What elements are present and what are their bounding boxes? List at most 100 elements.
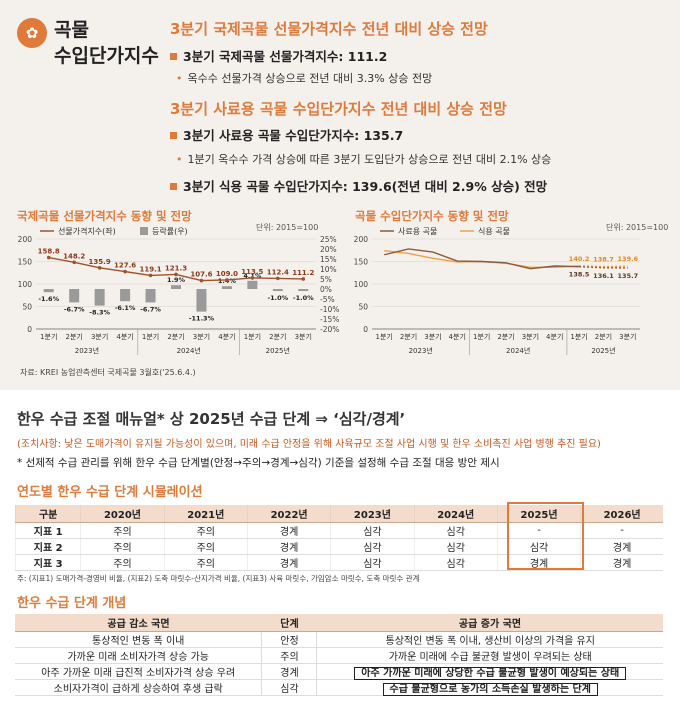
line-point [97, 266, 102, 270]
x-tick: 4분기 [116, 332, 133, 341]
x-tick: 1분기 [473, 332, 490, 341]
bar-change-rate [247, 280, 258, 289]
y-left-tick: 0 [27, 325, 32, 334]
import-price-index-chart: 사료용 곡물 식용 곡물 200 150 100 50 0 140.2 138.7 139.6 13… [354, 227, 640, 355]
sim-cell: 심각 [496, 538, 581, 555]
sim-header-cell: 2026년 [580, 505, 663, 523]
source-note: 자료: KREI 농업관측센터 국제곡물 3월호('25.6.4.) [20, 368, 196, 377]
left-chart-title: 국제곡물 선물가격지수 동향 및 전망 [17, 209, 192, 223]
row-header-cell: 지표 3 [14, 554, 81, 571]
y-right-tick: 20% [320, 245, 337, 254]
concept-cell: 통상적인 변동 폭 이내 [15, 631, 262, 648]
stage-cell: 심각 [261, 679, 318, 696]
y-right-tick: 25% [320, 235, 337, 244]
food-label: 140.2 [569, 255, 590, 263]
concept-header-cell: 공급 증가 국면 [316, 614, 663, 632]
legend-feed-label: 사료용 곡물 [398, 227, 437, 236]
year-label: 2024년 [506, 346, 530, 355]
bar-label: -1.6% [38, 295, 59, 303]
year-label: 2024년 [177, 346, 201, 355]
x-tick: 2분기 [66, 332, 83, 341]
bullet-futures-index: 3분기 국제곡물 선물가격지수: 111.2 [170, 46, 387, 65]
sim-header-cell: 2022년 [246, 505, 331, 523]
legend-bar-swatch [140, 227, 148, 235]
action-note: (조치사항: 낮은 도매가격이 유지될 가능성이 있으며, 미래 수급 안정을 … [17, 439, 601, 450]
year-label: 2025년 [266, 346, 290, 355]
y-tick: 150 [354, 258, 369, 267]
x-tick: 2분기 [269, 332, 286, 341]
line-point [199, 278, 204, 283]
sim-cell: 주의 [80, 522, 165, 539]
table-row: 지표 3 주의 주의 경계 심각 심각 경계 경계 [14, 554, 663, 571]
stage-cell: 주의 [261, 647, 318, 664]
row-header-cell: 지표 1 [14, 522, 81, 539]
x-tick: 3분기 [295, 332, 312, 341]
line-label: 121.3 [165, 264, 187, 272]
bar-change-rate [94, 289, 105, 306]
legend-line-label: 선물가격지수(좌) [58, 226, 116, 236]
table-row: 가까운 미래 소비자가격 상승 가능 주의 가까운 미래에 수급 불균형 발생이 우… [15, 647, 663, 664]
y-tick: 100 [354, 280, 369, 289]
x-tick: 3분기 [619, 332, 636, 341]
y-tick: 0 [363, 325, 368, 334]
y-right-tick: 0% [320, 285, 332, 294]
section-title: 한우 수급 조절 매뉴얼* 상 2025년 수급 단계 ⇒ ‘심각/경계’ [17, 410, 406, 428]
concept-header-cell: 단계 [261, 614, 317, 632]
sim-cell: 주의 [163, 538, 248, 555]
x-tick: 4분기 [546, 332, 563, 341]
y-right-tick: 10% [320, 265, 337, 274]
x-tick: 3분기 [193, 332, 210, 341]
concept-cell: 가까운 미래 소비자가격 상승 가능 [15, 647, 262, 664]
year-label: 2025년 [591, 346, 615, 355]
table-row: 소비자가격이 급하게 상승하여 후생 급락 심각 수급 불균형으로 농가의 소득손실… [15, 679, 663, 696]
sim-cell: 심각 [413, 538, 498, 555]
sim-header-cell: 2023년 [330, 505, 415, 523]
concept-cell: 수급 불균형으로 농가의 소득손실 발생하는 단계 [316, 679, 663, 696]
sim-cell: 심각 [330, 538, 415, 555]
x-tick: 3분기 [522, 332, 539, 341]
concept-cell: 아주 가까운 미래에 상당한 수급 불균형 발생이 예상되는 상태 [316, 663, 663, 680]
concept-cell: 통상적인 변동 폭 이내, 생산비 이상의 가격을 유지 [316, 631, 663, 648]
concept-cell: 아주 가까운 미래 급진적 소비자가격 상승 우려 [15, 663, 262, 680]
side-title-line1: 곡물 [54, 19, 89, 41]
stage-cell: 경계 [261, 663, 318, 680]
table-row: 통상적인 변동 폭 이내 안정 통상적인 변동 폭 이내, 생산비 이상의 가격을 … [15, 631, 663, 648]
concept-title: 한우 수급 단계 개념 [17, 596, 127, 611]
sim-header-cell: 2024년 [413, 505, 498, 523]
left-chart-unit: 단위: 2015=100 [256, 223, 319, 232]
feed-index-line-forecast [579, 265, 628, 269]
bar-change-rate [69, 289, 80, 303]
line-label: 158.8 [38, 248, 60, 256]
food-label: 139.6 [618, 255, 639, 263]
y-right-tick: -10% [320, 305, 339, 314]
y-right-tick: 5% [320, 275, 332, 284]
bar-change-rate [120, 289, 131, 302]
concept-cell: 소비자가격이 급하게 상승하여 후생 급락 [15, 679, 262, 696]
x-tick: 4분기 [218, 332, 235, 341]
sim-header-cell: 구분 [14, 505, 81, 523]
table-row: 지표 2 주의 주의 경계 심각 심각 심각 경계 [14, 538, 663, 555]
x-tick: 1분기 [570, 332, 587, 341]
line-label: 148.2 [63, 252, 85, 260]
line-label: 113.5 [241, 268, 263, 276]
x-tick: 3분기 [424, 332, 441, 341]
sim-cell: 경계 [580, 538, 663, 555]
year-label: 2023년 [409, 346, 433, 355]
highlight-2025-box [507, 502, 584, 570]
sim-cell: 주의 [80, 538, 165, 555]
sim-cell: 경계 [246, 522, 331, 539]
line-label: 119.1 [139, 265, 161, 273]
x-tick: 2분기 [497, 332, 514, 341]
x-tick: 2분기 [400, 332, 417, 341]
boxed-concept-text: 수급 불균형으로 농가의 소득손실 발생하는 단계 [382, 682, 598, 696]
line-label: 135.9 [89, 258, 111, 266]
x-tick: 3분기 [91, 332, 108, 341]
grain-icon: ✿ [17, 18, 47, 48]
top-summary-panel: ✿ 곡물 수입단가지수 3분기 국제곡물 선물가격지수 전년 대비 상승 전망 … [0, 0, 680, 390]
y-right-tick: -15% [320, 315, 339, 324]
futures-index-chart: 선물가격지수(좌) 등락률(우) 200 150 100 50 0 25%20%15%10%5… [18, 226, 339, 355]
line-point [301, 277, 306, 281]
sim-header-cell: 2020년 [80, 505, 165, 523]
sim-cell: 심각 [413, 522, 498, 539]
